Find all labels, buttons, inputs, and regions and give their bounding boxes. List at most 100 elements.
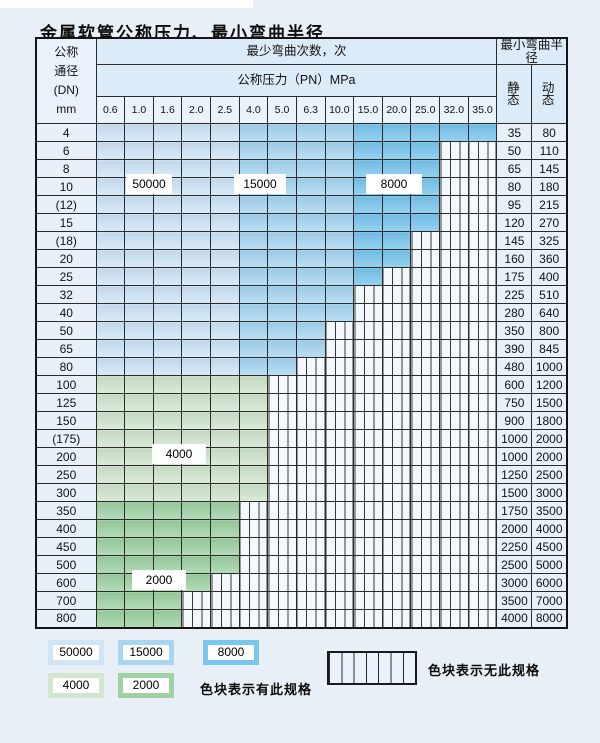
- header-dn: 公称 通径 (DN) mm: [35, 37, 97, 124]
- table-row: 50 350 800: [35, 321, 568, 340]
- no-spec-cell: [324, 321, 355, 340]
- spec-cell: [353, 213, 383, 232]
- static-radius-cell: 1500: [496, 483, 533, 502]
- spec-cell: [267, 141, 297, 160]
- spec-cell: [124, 339, 154, 358]
- spec-cell: [267, 231, 297, 250]
- spec-cell: [210, 411, 240, 430]
- static-radius-cell: 2500: [496, 555, 533, 574]
- spec-cell: [95, 555, 126, 574]
- no-spec-cell: [439, 231, 469, 250]
- no-spec-cell: [439, 411, 469, 430]
- legend-swatch-50000: 50000: [48, 640, 104, 665]
- dn-cell: 300: [35, 483, 97, 502]
- spec-cell: [238, 447, 269, 466]
- spec-cell: [238, 195, 269, 214]
- dynamic-radius-cell: 145: [531, 159, 568, 178]
- pressure-tick: 1.6: [152, 96, 183, 124]
- no-spec-cell: [324, 339, 355, 358]
- dynamic-radius-cell: 4000: [531, 519, 568, 538]
- dn-cell: 50: [35, 321, 97, 340]
- spec-cell: [238, 213, 269, 232]
- static-radius-cell: 50: [496, 141, 533, 160]
- no-spec-cell: [238, 501, 269, 520]
- spec-cell: [95, 231, 126, 250]
- spec-cell: [210, 303, 240, 322]
- spec-cell: [210, 357, 240, 376]
- no-spec-cell: [410, 447, 440, 466]
- no-spec-cell: [439, 303, 469, 322]
- spec-cell: [124, 303, 154, 322]
- dn-cell: 250: [35, 465, 97, 484]
- table-head-rows: 公称 通径 (DN) mm 最少弯曲次数，次 最小弯曲半径 公称压力（PN）MP…: [35, 37, 568, 124]
- no-spec-cell: [353, 339, 383, 358]
- spec-cell: [152, 213, 183, 232]
- dn-cell: 350: [35, 501, 97, 520]
- no-spec-cell: [324, 555, 355, 574]
- dynamic-radius-cell: 110: [531, 141, 568, 160]
- spec-cell: [152, 519, 183, 538]
- spec-cell: [152, 303, 183, 322]
- dynamic-radius-cell: 6000: [531, 573, 568, 592]
- no-spec-cell: [381, 321, 412, 340]
- no-spec-cell: [467, 537, 498, 556]
- no-spec-cell: [353, 537, 383, 556]
- spec-cell: [295, 123, 326, 142]
- legend-has-spec-text: 色块表示有此规格: [200, 682, 313, 697]
- no-spec-cell: [439, 195, 469, 214]
- pressure-tick: 2.0: [181, 96, 211, 124]
- no-spec-cell: [381, 411, 412, 430]
- no-spec-cell: [238, 555, 269, 574]
- spec-cell: [152, 159, 183, 178]
- no-spec-cell: [467, 231, 498, 250]
- no-spec-cell: [381, 375, 412, 394]
- dn-cell: 40: [35, 303, 97, 322]
- no-spec-cell: [295, 357, 326, 376]
- spec-cell: [152, 321, 183, 340]
- spec-cell: [181, 303, 211, 322]
- spec-cell: [124, 609, 154, 628]
- table-row: 350 1750 3500: [35, 501, 568, 520]
- spec-cell: [267, 213, 297, 232]
- spec-cell: [353, 123, 383, 142]
- spec-cell: [124, 483, 154, 502]
- table-row: 65 390 845: [35, 339, 568, 358]
- no-spec-cell: [381, 393, 412, 412]
- spec-cell: [295, 303, 326, 322]
- table-row: 200 1000 2000: [35, 447, 568, 466]
- no-spec-cell: [410, 393, 440, 412]
- dn-cell: 4: [35, 123, 97, 142]
- no-spec-cell: [295, 483, 326, 502]
- header-dn-line: 通径: [54, 64, 79, 78]
- spec-cell: [210, 177, 240, 196]
- no-spec-cell: [353, 321, 383, 340]
- spec-cell: [210, 519, 240, 538]
- spec-cell: [181, 465, 211, 484]
- no-spec-cell: [267, 447, 297, 466]
- no-spec-cell: [381, 339, 412, 358]
- no-spec-cell: [467, 555, 498, 574]
- pressure-tick: 25.0: [410, 96, 440, 124]
- spec-cell: [238, 123, 269, 142]
- no-spec-cell: [324, 519, 355, 538]
- no-spec-cell: [381, 501, 412, 520]
- no-spec-cell: [439, 519, 469, 538]
- dn-cell: 600: [35, 573, 97, 592]
- spec-cell: [95, 501, 126, 520]
- spec-cell: [95, 267, 126, 286]
- spec-cell: [152, 537, 183, 556]
- spec-cell: [267, 357, 297, 376]
- no-spec-cell: [267, 411, 297, 430]
- no-spec-cell: [324, 357, 355, 376]
- table-row: 800 4000 8000: [35, 609, 568, 628]
- no-spec-cell: [410, 537, 440, 556]
- spec-cell: [181, 177, 211, 196]
- region-label-15000: 15000: [235, 175, 285, 193]
- no-spec-cell: [295, 465, 326, 484]
- spec-cell: [381, 231, 412, 250]
- no-spec-cell: [439, 591, 469, 610]
- dynamic-radius-cell: 2500: [531, 465, 568, 484]
- static-radius-cell: 480: [496, 357, 533, 376]
- legend-swatch-15000: 15000: [118, 640, 174, 665]
- spec-cell: [267, 339, 297, 358]
